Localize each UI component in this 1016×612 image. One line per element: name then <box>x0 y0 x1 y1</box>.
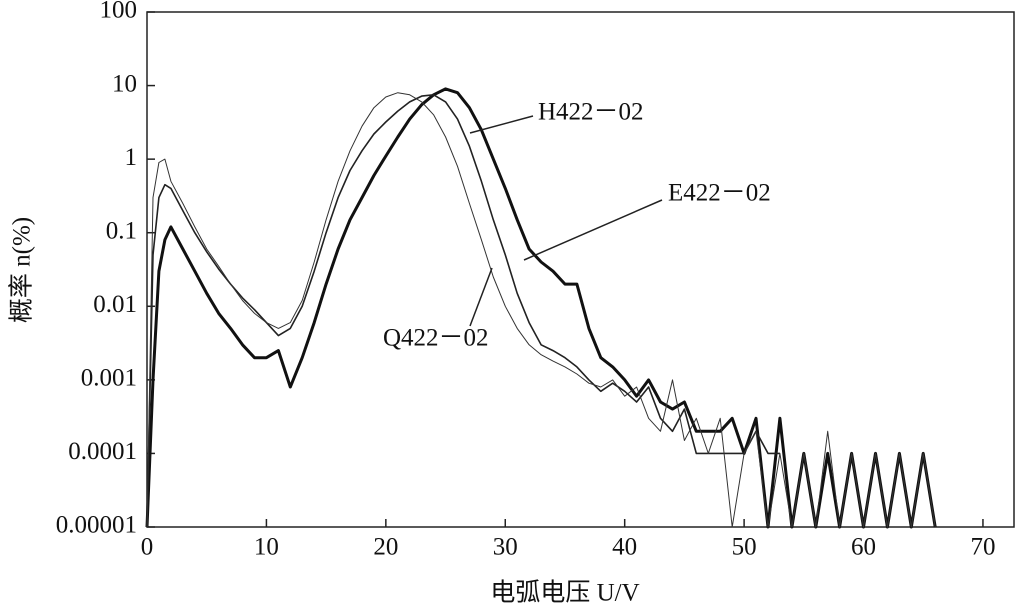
x-axis-label: 电弧电压 U/V <box>490 579 639 607</box>
y-tick-label: 1 <box>125 144 138 171</box>
x-tick-label: 10 <box>254 534 279 561</box>
x-tick-label: 50 <box>732 534 757 561</box>
y-tick-label: 0.1 <box>106 217 137 244</box>
x-tick-label: 0 <box>141 534 154 561</box>
x-tick-label: 40 <box>612 534 637 561</box>
y-axis-label: 概率 n(%) <box>8 217 36 323</box>
series-line <box>146 92 936 528</box>
y-tick-label: 100 <box>100 0 138 24</box>
plot-frame <box>146 11 1015 528</box>
series-label: H422－02 <box>538 99 644 126</box>
y-tick-label: 0.001 <box>81 365 137 392</box>
series-label: E422－02 <box>668 180 771 207</box>
series-label: Q422－02 <box>383 325 489 352</box>
x-tick-label: 30 <box>493 534 518 561</box>
leader-line <box>469 267 493 327</box>
y-tick-label: 0.0001 <box>68 438 137 465</box>
x-tick-label: 60 <box>851 534 876 561</box>
series-line <box>146 94 780 528</box>
x-tick-label: 70 <box>970 534 995 561</box>
y-tick-label: 10 <box>112 70 137 97</box>
leader-line <box>523 199 663 261</box>
y-tick-label: 0.01 <box>93 291 137 318</box>
leader-line <box>469 115 534 134</box>
x-tick-label: 20 <box>373 534 398 561</box>
series-line <box>145 87 937 529</box>
y-tick-label: 0.00001 <box>56 512 137 539</box>
